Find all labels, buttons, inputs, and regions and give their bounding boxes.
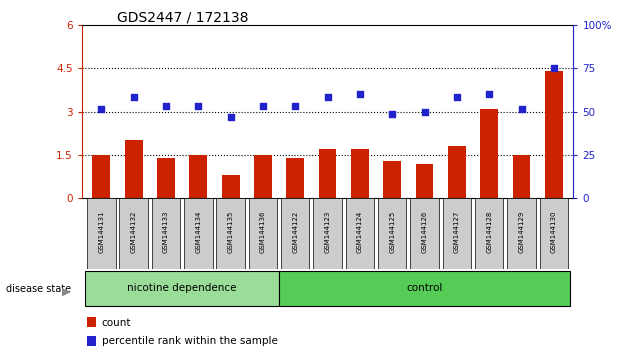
Point (517, 106, 527, 112)
FancyBboxPatch shape (443, 198, 471, 269)
Text: GSM144124: GSM144124 (357, 211, 363, 253)
Point (420, 109, 430, 114)
Bar (513, 155, 530, 198)
Bar (87, 336, 96, 346)
Point (226, 114, 236, 120)
Text: GSM144122: GSM144122 (292, 211, 298, 253)
FancyBboxPatch shape (87, 198, 115, 269)
Text: GSM144132: GSM144132 (130, 211, 137, 253)
FancyBboxPatch shape (313, 198, 342, 269)
Point (290, 103, 301, 109)
Bar (222, 175, 239, 198)
FancyBboxPatch shape (85, 271, 279, 306)
Bar (416, 164, 433, 198)
Bar (190, 155, 207, 198)
Text: GSM144131: GSM144131 (98, 211, 105, 253)
Text: control: control (406, 283, 443, 293)
Text: ▶: ▶ (62, 287, 71, 297)
FancyBboxPatch shape (120, 198, 148, 269)
Bar (480, 109, 498, 198)
FancyBboxPatch shape (152, 198, 180, 269)
FancyBboxPatch shape (475, 198, 503, 269)
Bar (319, 149, 336, 198)
Text: GSM144133: GSM144133 (163, 211, 169, 253)
Text: GSM144128: GSM144128 (486, 211, 492, 253)
Bar (287, 158, 304, 198)
Point (96, 106, 106, 112)
FancyBboxPatch shape (346, 198, 374, 269)
Bar (351, 149, 369, 198)
Text: GSM144136: GSM144136 (260, 211, 266, 253)
Point (452, 94, 462, 100)
Point (549, 65, 559, 71)
Text: GDS2447 / 172138: GDS2447 / 172138 (117, 11, 248, 25)
Point (355, 91, 365, 97)
FancyBboxPatch shape (279, 271, 570, 306)
Point (484, 91, 495, 97)
Point (323, 94, 333, 100)
Point (193, 103, 203, 109)
Text: nicotine dependence: nicotine dependence (127, 283, 237, 293)
Text: GSM144134: GSM144134 (195, 211, 201, 253)
Bar (93, 155, 110, 198)
Bar (125, 141, 142, 198)
Bar (384, 161, 401, 198)
Point (129, 94, 139, 100)
Text: GSM144126: GSM144126 (421, 211, 428, 253)
Bar (545, 71, 563, 198)
FancyBboxPatch shape (410, 198, 439, 269)
Bar (448, 146, 466, 198)
Text: GSM144123: GSM144123 (324, 211, 331, 253)
FancyBboxPatch shape (216, 198, 245, 269)
Point (387, 112, 398, 117)
Text: percentile rank within the sample: percentile rank within the sample (101, 336, 277, 346)
FancyBboxPatch shape (184, 198, 212, 269)
FancyBboxPatch shape (540, 198, 568, 269)
FancyBboxPatch shape (378, 198, 406, 269)
FancyBboxPatch shape (249, 198, 277, 269)
Text: GSM144135: GSM144135 (227, 211, 234, 253)
FancyBboxPatch shape (281, 198, 309, 269)
Text: GSM144129: GSM144129 (518, 211, 525, 253)
Text: GSM144130: GSM144130 (551, 211, 557, 253)
Bar (87, 317, 96, 327)
Point (258, 103, 268, 109)
Text: disease state: disease state (6, 284, 71, 293)
Point (161, 103, 171, 109)
Text: GSM144125: GSM144125 (389, 211, 395, 253)
FancyBboxPatch shape (507, 198, 536, 269)
Text: count: count (101, 318, 131, 328)
Bar (157, 158, 175, 198)
Bar (254, 155, 272, 198)
Text: GSM144127: GSM144127 (454, 211, 460, 253)
